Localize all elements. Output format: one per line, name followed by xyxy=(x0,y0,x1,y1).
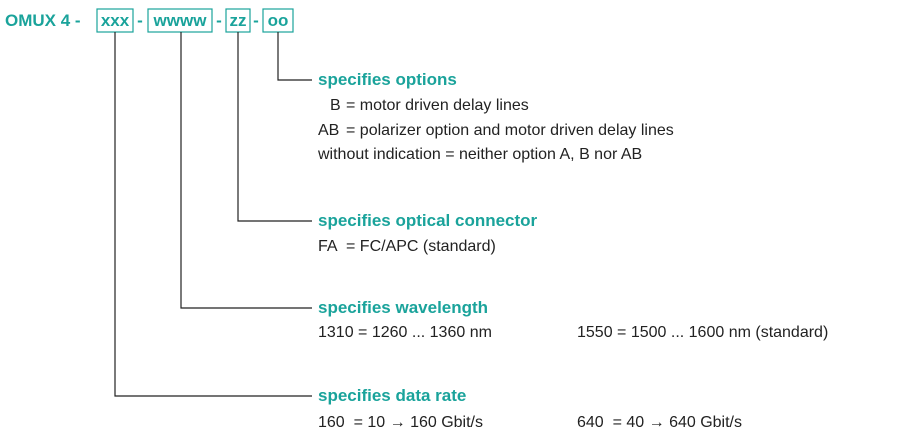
section-heading: specifies wavelength xyxy=(318,298,488,317)
section-heading: specifies options xyxy=(318,70,457,89)
code-field: xxx xyxy=(101,11,130,30)
connector xyxy=(114,32,312,397)
option-text: = motor driven delay lines xyxy=(346,97,529,114)
connector xyxy=(237,32,312,222)
section-heading: specifies data rate xyxy=(318,386,466,405)
connector xyxy=(277,32,312,81)
option-text: 160 = 10 → 160 Gbit/s xyxy=(318,414,483,431)
code-separator: - xyxy=(137,11,143,30)
code-field: wwww xyxy=(153,11,208,30)
option-key: AB xyxy=(318,122,339,139)
option-key: FA xyxy=(318,238,338,255)
section-heading: specifies optical connector xyxy=(318,211,538,230)
field-box xyxy=(147,8,213,33)
option-key: B xyxy=(330,97,341,114)
option-text: 1310 = 1260 ... 1360 nm xyxy=(318,324,492,341)
code-field: oo xyxy=(268,11,289,30)
option-text: = FC/APC (standard) xyxy=(346,238,496,255)
code-prefix: OMUX 4 - xyxy=(5,11,81,30)
option-text: without indication = neither option A, B… xyxy=(317,146,642,163)
code-field: zz xyxy=(230,11,247,30)
option-text: 640 = 40 → 640 Gbit/s xyxy=(577,414,742,431)
option-text: 1550 = 1500 ... 1600 nm (standard) xyxy=(577,324,828,341)
code-separator: - xyxy=(253,11,259,30)
connector xyxy=(180,32,312,309)
option-text: = polarizer option and motor driven dela… xyxy=(346,122,674,139)
code-separator: - xyxy=(216,11,222,30)
